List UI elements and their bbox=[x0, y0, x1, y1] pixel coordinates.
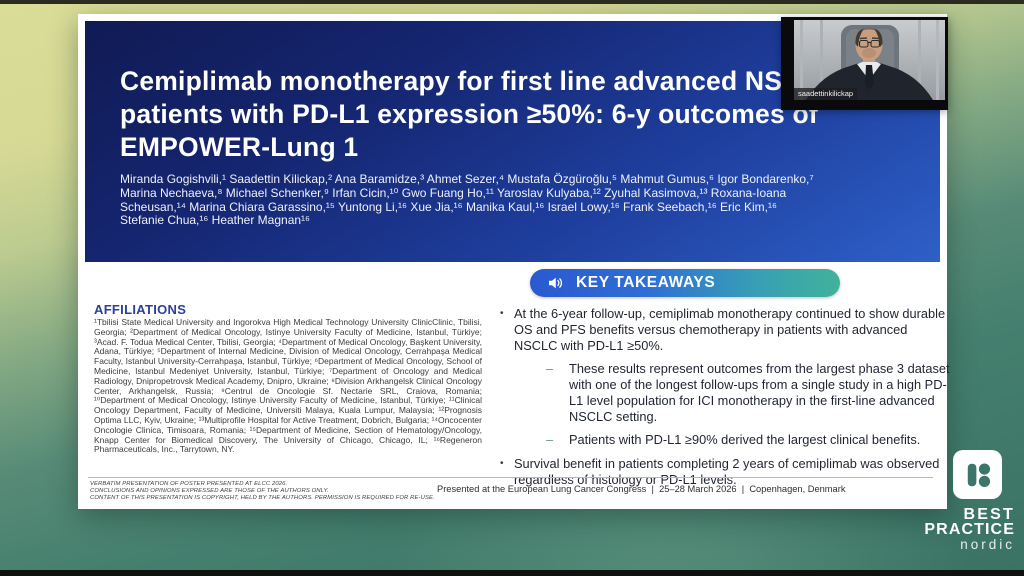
brand-line-nordic: nordic bbox=[960, 537, 1015, 552]
letterbox-bottom-bar bbox=[0, 570, 1024, 576]
poster-title-line: Cemiplimab monotherapy for first line ad… bbox=[120, 66, 838, 96]
bullet-marker: • bbox=[500, 308, 504, 319]
takeaway-text: Survival benefit in patients completing … bbox=[514, 456, 940, 487]
disclaimer-line: VERBATIM PRESENTATION OF POSTER PRESENTE… bbox=[90, 481, 288, 487]
footer-divider bbox=[88, 477, 933, 478]
bullet-marker: • bbox=[500, 458, 504, 469]
dash-marker: – bbox=[546, 361, 554, 376]
best-practice-icon bbox=[967, 462, 990, 487]
best-practice-wordmark: BEST PRACTICE nordic bbox=[860, 506, 1015, 553]
speaker-icon bbox=[546, 274, 564, 292]
poster-authors: Miranda Gogishvili,¹ Saadettin Kilickap,… bbox=[120, 172, 814, 228]
takeaway-text: At the 6-year follow-up, cemiplimab mono… bbox=[514, 306, 946, 353]
poster-title-line: EMPOWER-Lung 1 bbox=[120, 132, 359, 162]
key-takeaways-heading: KEY TAKEAWAYS bbox=[576, 274, 716, 291]
participant-name-label: saadettinkilickap bbox=[794, 88, 858, 100]
poster-title: Cemiplimab monotherapy for first line ad… bbox=[120, 65, 837, 164]
takeaway-bullet: • Survival benefit in patients completin… bbox=[500, 456, 950, 488]
affiliations-heading: AFFILIATIONS bbox=[94, 302, 187, 317]
poster-title-line: patients with PD-L1 expression ≥50%: 6-y… bbox=[120, 99, 818, 129]
disclaimer-line: CONTENT OF THIS PRESENTATION IS COPYRIGH… bbox=[90, 494, 435, 501]
takeaway-sub-bullet: – These results represent outcomes from … bbox=[546, 361, 950, 425]
key-takeaways-list: • At the 6-year follow-up, cemiplimab mo… bbox=[500, 306, 950, 488]
brand-line-practice: PRACTICE bbox=[924, 521, 1015, 538]
key-takeaways-audio-button[interactable]: KEY TAKEAWAYS bbox=[530, 269, 840, 297]
takeaway-bullet: • At the 6-year follow-up, cemiplimab mo… bbox=[500, 306, 950, 354]
takeaway-sub-bullet: – Patients with PD-L1 ≥90% derived the l… bbox=[546, 432, 950, 448]
takeaway-sub-text: These results represent outcomes from th… bbox=[569, 361, 950, 424]
footer-disclaimer: VERBATIM PRESENTATION OF POSTER PRESENTE… bbox=[90, 481, 435, 502]
letterbox-top-bar bbox=[0, 0, 1024, 4]
brand-line-best: BEST bbox=[963, 506, 1015, 523]
affiliations-text: ¹Tbilisi State Medical University and In… bbox=[94, 317, 482, 455]
disclaimer-line: CONCLUSIONS AND OPINIONS EXPRESSED ARE T… bbox=[90, 487, 329, 494]
webcam-tile[interactable]: saadettinkilickap bbox=[781, 17, 948, 110]
best-practice-badge bbox=[953, 450, 1002, 499]
presented-at-text: Presented at the European Lung Cancer Co… bbox=[437, 484, 846, 494]
takeaway-sub-text: Patients with PD-L1 ≥90% derived the lar… bbox=[569, 432, 921, 447]
dash-marker: – bbox=[546, 432, 554, 447]
